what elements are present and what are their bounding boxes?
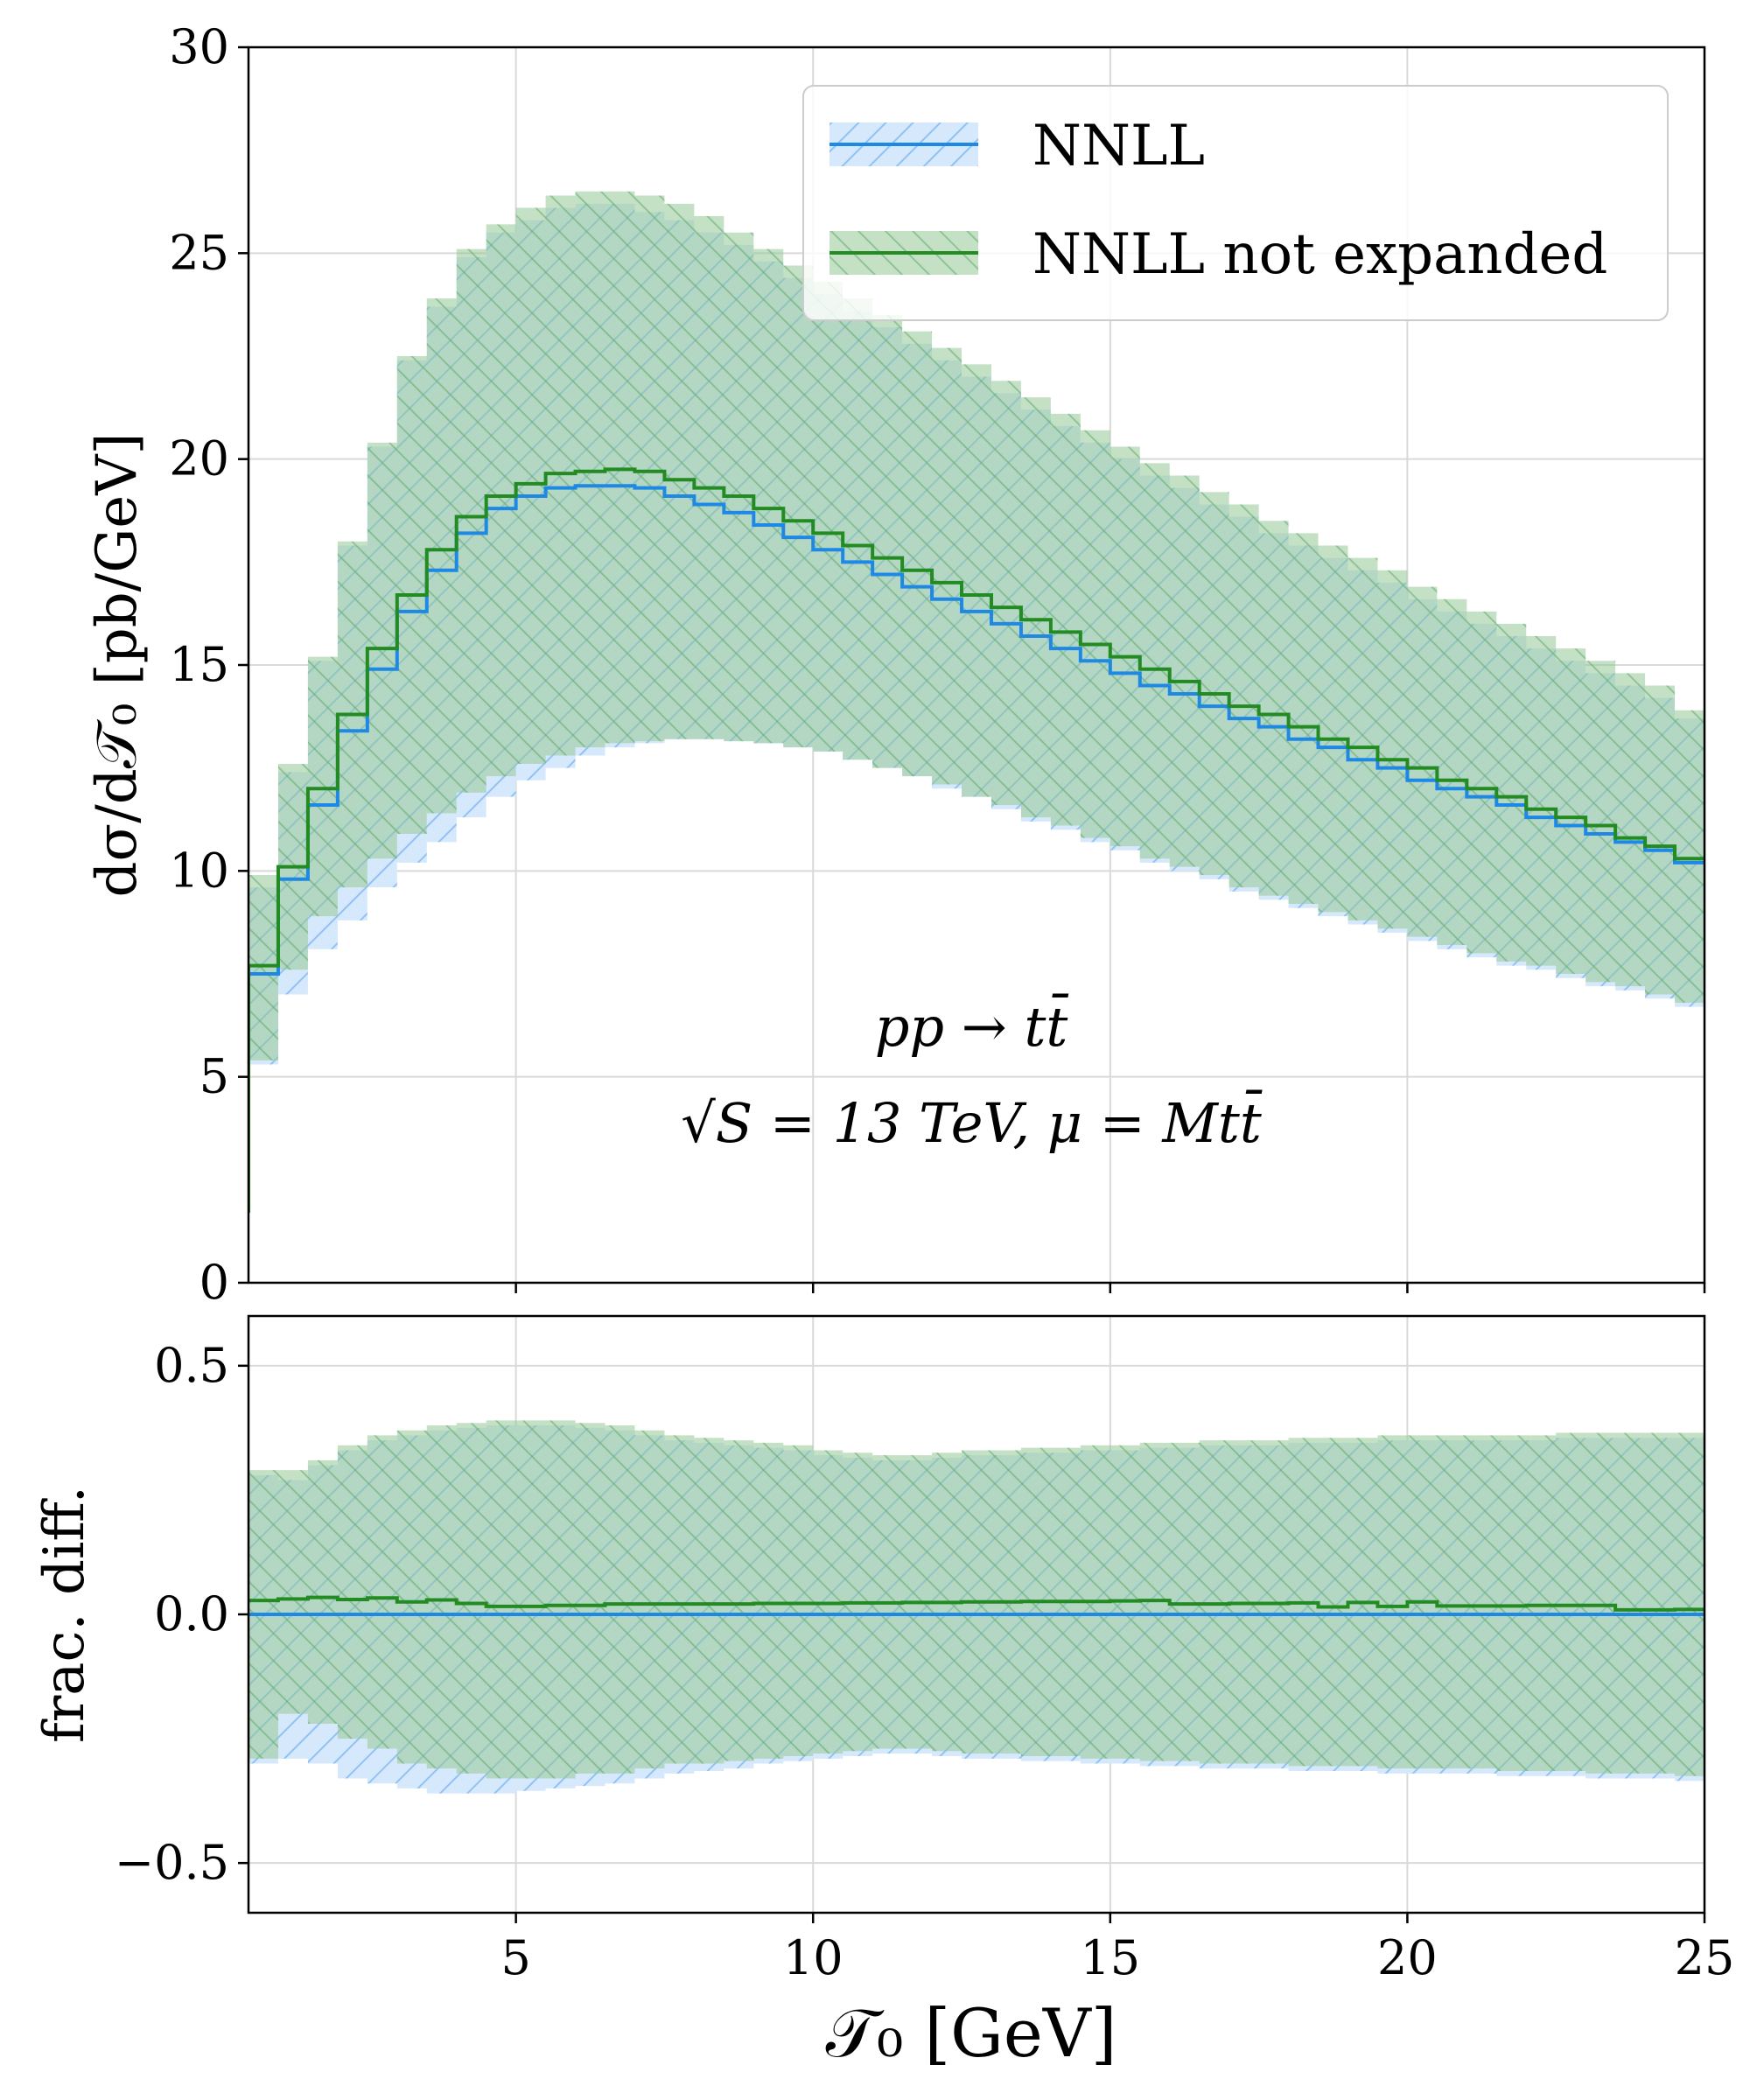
x-axis-label: 𝒯₀ [GeV] [826, 1994, 1117, 2072]
x-tick-label: 20 [1377, 1930, 1438, 1985]
top-uncertainty-bands [248, 191, 1704, 1065]
bottom-y-axis-label: frac. diff. [32, 1486, 97, 1743]
bottom-panel: −0.5 0.0 0.5 5 10 15 20 25 frac. diff. 𝒯₀ [GeV… [32, 1314, 1734, 2072]
legend-label-nnll: NNLL [1032, 114, 1205, 178]
uncertainty-band-nnll-not-expanded [248, 1420, 1704, 1779]
legend-item-nnll: NNLL [830, 114, 1205, 178]
uncertainty-band-nnll-not-expanded [248, 191, 1704, 1060]
y-tick-label: 15 [169, 637, 229, 692]
x-tick-label: 25 [1675, 1930, 1735, 1985]
y-tick-label: −0.5 [115, 1835, 229, 1890]
x-tick-label: 15 [1080, 1930, 1140, 1985]
legend-item-nnll-not-expanded: NNLL not expanded [830, 222, 1607, 287]
series-line-nnll-not-expanded [248, 1595, 1704, 1612]
top-y-axis-label: dσ/d𝒯₀ [pb/GeV] [85, 433, 150, 898]
top-central-lines [248, 467, 1704, 1213]
top-y-ticks: 0 5 10 15 20 25 30 [169, 19, 248, 1310]
y-tick-label: 30 [169, 19, 229, 74]
top-panel: 0 5 10 15 20 25 30 dσ/d𝒯₀ [pb/GeV] pp → tt̄ √S… [85, 19, 1706, 1310]
series-line-nnll-not-expanded [248, 467, 1704, 1213]
bottom-y-ticks: −0.5 0.0 0.5 [115, 1338, 248, 1890]
series-line-nnll [248, 484, 1704, 1213]
y-tick-label: 0.0 [154, 1586, 229, 1642]
x-tick-label: 5 [500, 1930, 530, 1985]
bottom-central-lines [248, 1595, 1704, 1616]
legend-label-nnll-not-expanded: NNLL not expanded [1032, 222, 1607, 287]
y-tick-label: 20 [169, 431, 229, 486]
annotation-block: pp → tt̄ √S = 13 TeV, μ = Mtt̄ [681, 993, 1263, 1155]
annotation-conditions: √S = 13 TeV, μ = Mtt̄ [681, 1089, 1263, 1155]
y-tick-label: 5 [200, 1049, 229, 1104]
bottom-uncertainty-bands [248, 1420, 1704, 1794]
y-tick-label: 0.5 [154, 1338, 229, 1393]
x-tick-label: 10 [783, 1930, 844, 1985]
top-x-ticks [514, 1283, 1706, 1293]
y-tick-label: 10 [169, 843, 229, 898]
legend-box [802, 85, 1669, 321]
annotation-process: pp → tt̄ [875, 993, 1069, 1059]
y-tick-label: 25 [169, 225, 229, 280]
y-tick-label: 0 [200, 1255, 229, 1310]
bottom-x-ticks: 5 10 15 20 25 [500, 1913, 1734, 1985]
legend: NNLL NNLL not expanded [802, 85, 1669, 321]
